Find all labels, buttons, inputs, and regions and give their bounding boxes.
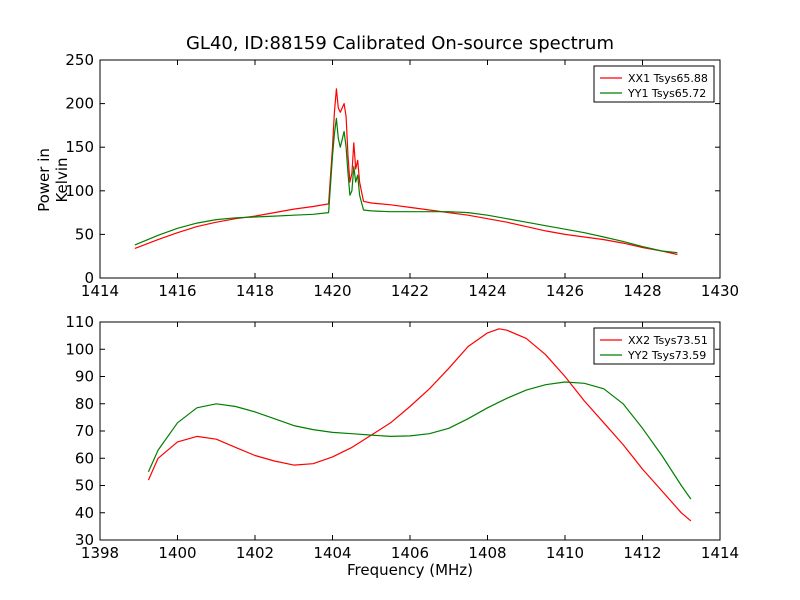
x-tick-label: 1402 [236, 544, 274, 562]
series-line-2 [147, 381, 692, 500]
legend-label: XX1 Tsys65.88 [628, 72, 708, 85]
bottom-chart-panel: 1398 1400 1402 1404 1406 1408 1410 1412 1414 30 40… [65, 313, 739, 562]
legend-label: YY1 Tsys65.72 [627, 87, 706, 100]
y-tick-label: 50 [75, 225, 94, 243]
series-line-1 [134, 88, 678, 256]
x-tick-label: 1400 [158, 544, 196, 562]
x-tick-label: 1418 [236, 282, 274, 300]
y-tick-label: 110 [65, 313, 94, 331]
y-tick-label: 60 [75, 449, 94, 467]
top-chart-y-axis-label: Power in Kelvin [35, 148, 71, 212]
legend-box [593, 65, 715, 103]
x-tick-label: 1420 [313, 282, 351, 300]
y-tick-label: 30 [75, 531, 94, 549]
x-tick-label: 1404 [313, 544, 351, 562]
top-chart-panel: 1414 1416 1418 1420 1422 1424 1426 1428 1430 0 50 1… [65, 51, 739, 300]
legend-label: XX2 Tsys73.51 [628, 334, 708, 347]
legend-box [593, 327, 715, 365]
x-tick-label: 1414 [701, 544, 739, 562]
x-tick-label: 1426 [546, 282, 584, 300]
y-tick-label: 100 [65, 340, 94, 358]
x-tick-label: 1412 [623, 544, 661, 562]
x-tick-label: 1430 [701, 282, 739, 300]
x-tick-label: 1428 [623, 282, 661, 300]
series-line-1 [147, 328, 692, 522]
y-tick-label: 80 [75, 395, 94, 413]
y-tick-label: 0 [84, 269, 94, 287]
x-tick-label: 1414 [81, 282, 119, 300]
y-tick-label: 200 [65, 95, 94, 113]
bottom-chart-x-axis-label: Frequency (MHz) [346, 561, 474, 579]
legend: XX2 Tsys73.51 YY2 Tsys73.59 [593, 327, 715, 365]
y-tick-label: 90 [75, 368, 94, 386]
legend: XX1 Tsys65.88 YY1 Tsys65.72 [593, 65, 715, 103]
legend-label: YY2 Tsys73.59 [627, 349, 706, 362]
series-line-2 [134, 117, 678, 254]
y-tick-label: 70 [75, 422, 94, 440]
y-tick-label: 250 [65, 51, 94, 69]
x-tick-label: 1424 [468, 282, 506, 300]
x-tick-label: 1410 [546, 544, 584, 562]
y-tick-label: 50 [75, 477, 94, 495]
x-tick-label: 1416 [158, 282, 196, 300]
x-tick-label: 1408 [468, 544, 506, 562]
x-tick-label: 1422 [391, 282, 429, 300]
y-tick-label: 40 [75, 504, 94, 522]
y-tick-label: 100 [65, 182, 94, 200]
x-tick-label: 1406 [391, 544, 429, 562]
x-tick-label: 1398 [81, 544, 119, 562]
y-tick-label: 150 [65, 138, 94, 156]
chart-title: GL40, ID:88159 Calibrated On-source spec… [185, 33, 615, 54]
